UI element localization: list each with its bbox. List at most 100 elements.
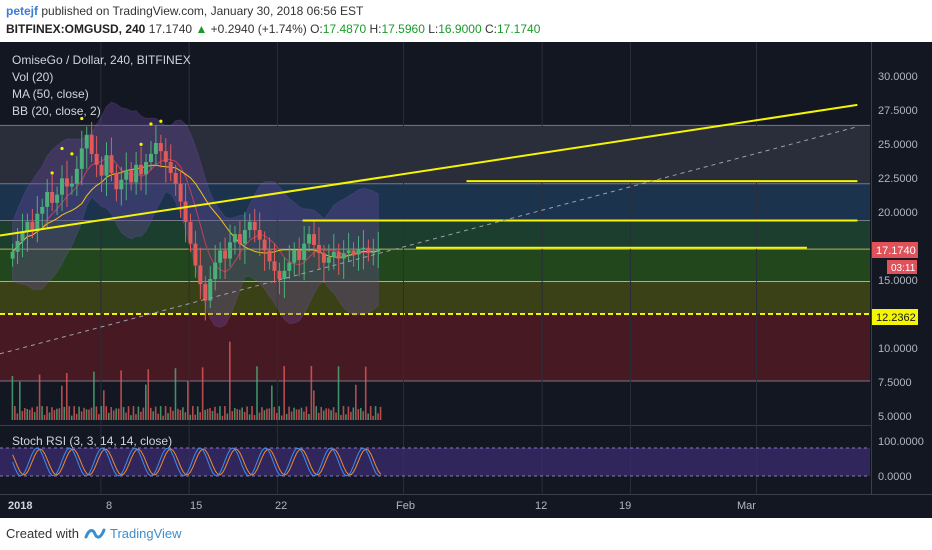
price-axis[interactable]: 30.0000 27.5000 25.0000 22.5000 20.0000 … [878, 71, 918, 423]
candle-body [228, 242, 233, 259]
price-tick: 27.5000 [878, 105, 918, 117]
volume-bar [46, 406, 48, 420]
candle-body [139, 164, 144, 175]
volume-bar [231, 411, 234, 420]
candle-body [64, 178, 69, 187]
countdown-label: 03:11 [891, 263, 916, 274]
volume-bar [14, 406, 16, 420]
last-price-label: 17.1740 [876, 245, 916, 257]
candle-body [341, 253, 346, 259]
candle-body [69, 183, 74, 187]
volume-bar [120, 370, 122, 420]
volume-bar [219, 406, 221, 420]
volume-bar [308, 413, 310, 420]
candle-body [257, 230, 262, 240]
volume-bar [280, 415, 283, 420]
time-tick: 22 [275, 500, 287, 512]
volume-bar [162, 415, 164, 420]
candle-body [326, 257, 331, 263]
legend-bb[interactable]: BB (20, close, 2) [12, 104, 101, 118]
price-change: +0.2940 (+1.74%) [210, 22, 307, 36]
volume-bar [174, 368, 177, 420]
stoch-tick: 0.0000 [878, 471, 912, 483]
zone-band [0, 249, 870, 282]
candle-body [45, 191, 50, 207]
volume-bar [372, 415, 374, 420]
volume-bar [288, 406, 290, 420]
psar-dot [139, 142, 143, 146]
stoch-d-line [12, 448, 382, 476]
volume-bar [278, 406, 281, 420]
legend-ma[interactable]: MA (50, close) [12, 87, 89, 101]
candle-body [40, 206, 45, 214]
candle-body [60, 178, 65, 195]
footer: Created with TradingView [0, 518, 932, 550]
volume-bar [103, 390, 105, 420]
candle-body [267, 250, 272, 262]
trend-line [0, 103, 858, 237]
published-text: published on TradingView.com, January 30… [38, 4, 364, 18]
volume-bars [11, 341, 382, 420]
volume-bar [105, 406, 108, 420]
volume-bar [263, 410, 266, 420]
volume-bar [137, 406, 140, 420]
volume-bar [352, 407, 355, 420]
support-level-marker [872, 309, 918, 325]
volume-bar [145, 384, 147, 420]
volume-bar [327, 408, 330, 420]
volume-bar [90, 407, 93, 420]
volume-bar [271, 385, 273, 420]
psar-dot [149, 122, 153, 126]
volume-bar [130, 415, 132, 420]
candle-body [297, 250, 302, 260]
price-tick: 7.5000 [878, 377, 912, 389]
volume-bar [135, 414, 137, 420]
volume-bar [48, 412, 51, 420]
volume-bar [93, 371, 95, 420]
volume-bar [194, 414, 197, 420]
volume-bar [19, 381, 21, 420]
volume-bar [122, 407, 125, 420]
time-tick: 8 [106, 500, 112, 512]
volume-bar [164, 406, 167, 420]
chart-title: OmiseGo / Dollar, 240, BITFINEX [12, 53, 191, 67]
volume-bar [332, 407, 335, 420]
candle-body [50, 191, 55, 203]
volume-bar [233, 407, 236, 420]
legend-vol[interactable]: Vol (20) [12, 70, 53, 84]
symbol: BITFINEX:OMGUSD, 240 [6, 22, 146, 36]
time-tick: Feb [396, 500, 415, 512]
open-value: 17.4870 [322, 22, 367, 36]
volume-bar [211, 410, 214, 420]
open-label: O: [310, 22, 323, 36]
volume-bar [335, 412, 337, 420]
volume-bar [73, 406, 75, 420]
candle-body [356, 249, 361, 255]
support-level-label: 12.2362 [876, 312, 916, 324]
volume-bar [63, 406, 66, 420]
chart[interactable]: OmiseGo / Dollar, 240, BITFINEX Vol (20)… [0, 42, 932, 518]
volume-bar [38, 374, 41, 420]
candle-body [144, 162, 149, 175]
author-link[interactable]: petejf [6, 4, 39, 18]
volume-bar [16, 413, 19, 420]
volume-bar [36, 406, 38, 420]
volume-bar [167, 413, 169, 420]
legend-stoch-rsi[interactable]: Stoch RSI (3, 3, 14, 14, close) [12, 434, 172, 448]
time-axis[interactable]: 2018 8 15 22 Feb 12 19 Mar [8, 500, 756, 512]
tradingview-logo-icon[interactable] [84, 525, 106, 546]
volume-bar [95, 406, 98, 420]
zone-band [0, 314, 870, 381]
volume-bar [364, 366, 367, 420]
candle-body [218, 250, 223, 263]
volume-bar [88, 409, 90, 420]
volume-bar [266, 408, 268, 420]
volume-bar [367, 413, 369, 420]
candle-body [35, 213, 40, 231]
candle-body [79, 148, 84, 169]
candle-body [331, 251, 336, 258]
volume-bar [28, 409, 31, 420]
tradingview-brand[interactable]: TradingView [110, 526, 182, 541]
volume-bar [83, 407, 85, 420]
low-value: 16.9000 [438, 22, 482, 36]
